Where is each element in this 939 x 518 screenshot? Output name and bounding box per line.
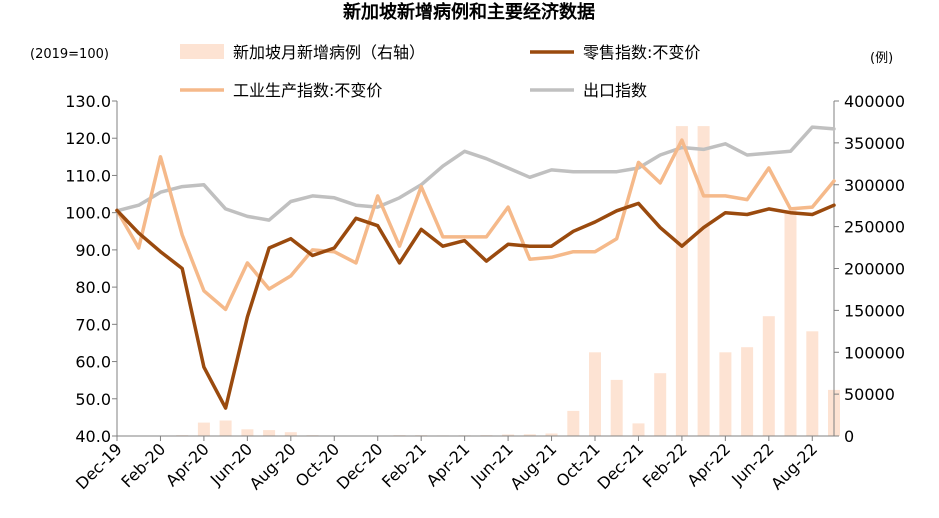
bar-Jun-22: [762, 316, 775, 436]
right-tick-label: 150000: [844, 301, 905, 320]
line-series: [115, 125, 836, 410]
x-tick-label: Aug-22: [767, 439, 821, 493]
right-tick-label: 100000: [844, 343, 905, 362]
bar-Jul-20: [263, 430, 276, 436]
line-industrial: [115, 138, 836, 312]
bar-Aug-21: [545, 433, 558, 436]
left-tick-label: 90.0: [75, 241, 111, 260]
bar-Jul-21: [523, 434, 536, 436]
x-tick-label: Aug-21: [506, 439, 560, 493]
left-tick-label: 120.0: [65, 129, 111, 148]
right-tick-label: 50000: [844, 385, 895, 404]
x-tick-label: Aug-20: [246, 439, 300, 493]
bar-Aug-22: [806, 331, 819, 436]
left-tick-label: 70.0: [75, 315, 111, 334]
right-axis-ticks: 400000 350000 300000 250000 200000 150000 1000…: [834, 92, 905, 446]
bar-Dec-21: [632, 423, 645, 436]
legend-label-exports: 出口指数: [583, 81, 647, 100]
x-axis-ticks: Dec-19Feb-20Apr-20Jun-20Aug-20Oct-20Dec-…: [72, 436, 821, 493]
left-tick-label: 40.0: [75, 427, 111, 446]
right-tick-label: 300000: [844, 176, 905, 195]
bar-Jun-21: [502, 434, 515, 436]
left-tick-label: 110.0: [65, 166, 111, 185]
x-tick-label: Feb-20: [117, 439, 169, 491]
right-axis-unit: (例): [870, 51, 893, 66]
left-tick-label: 100.0: [65, 204, 111, 223]
x-tick-label: Dec-20: [333, 439, 387, 493]
chart-title: 新加坡新增病例和主要经济数据: [343, 1, 595, 23]
legend-swatch-bar: [180, 44, 224, 59]
legend-label-retail: 零售指数:不变价: [583, 43, 700, 62]
left-tick-label: 80.0: [75, 278, 111, 297]
bar-Mar-22: [697, 126, 710, 436]
bar-May-22: [741, 347, 754, 436]
right-tick-label: 200000: [844, 260, 905, 279]
legend-label-industrial: 工业生产指数:不变价: [233, 81, 382, 100]
bar-Apr-20: [197, 422, 210, 436]
bar-Feb-22: [675, 126, 688, 436]
right-tick-label: 0: [844, 427, 854, 446]
x-tick-label: Dec-19: [72, 439, 126, 493]
bar-Sep-21: [567, 410, 580, 436]
bar-Nov-21: [610, 379, 623, 436]
x-tick-label: Apr-20: [162, 439, 213, 490]
bar-Jul-22: [784, 209, 797, 436]
bar-Apr-22: [719, 352, 732, 437]
left-tick-label: 130.0: [65, 92, 111, 111]
x-tick-label: Dec-21: [593, 439, 647, 493]
right-tick-label: 350000: [844, 134, 905, 153]
bar-Jun-20: [241, 429, 254, 436]
right-tick-label: 250000: [844, 218, 905, 237]
x-tick-label: Apr-21: [423, 439, 474, 490]
left-axis-unit: (2019=100): [30, 47, 109, 62]
right-tick-label: 400000: [844, 92, 905, 111]
bar-May-20: [219, 420, 232, 436]
line-retail: [115, 201, 836, 410]
left-tick-label: 60.0: [75, 353, 111, 372]
bar-Oct-21: [589, 352, 601, 437]
bar-series: [154, 126, 840, 437]
legend-label-bar: 新加坡月新增病例（右轴）: [233, 43, 425, 62]
left-tick-label: 50.0: [75, 390, 111, 409]
x-tick-label: Feb-22: [639, 439, 691, 491]
legend: 新加坡月新增病例（右轴） 零售指数:不变价 工业生产指数:不变价 出口指数: [180, 43, 700, 100]
left-axis-ticks: 130.0 120.0 110.0 100.0 90.0 80.0 70.0 60.0 50.0…: [65, 92, 117, 446]
x-tick-label: Feb-21: [378, 439, 430, 491]
line-exports: [115, 125, 836, 222]
bar-Aug-20: [284, 432, 297, 436]
bar-Jan-22: [654, 373, 667, 436]
x-tick-label: Apr-22: [683, 439, 734, 490]
